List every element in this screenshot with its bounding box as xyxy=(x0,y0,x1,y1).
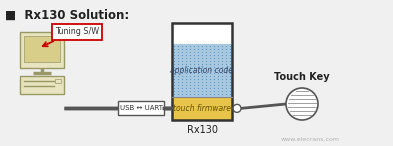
Text: Rx130: Rx130 xyxy=(187,125,217,135)
Text: ■  Rx130 Solution:: ■ Rx130 Solution: xyxy=(5,9,129,22)
Bar xyxy=(172,97,232,120)
Circle shape xyxy=(286,88,318,120)
Text: www.elecrans.com: www.elecrans.com xyxy=(281,137,340,142)
Text: USB ↔ UART: USB ↔ UART xyxy=(119,105,162,111)
Bar xyxy=(118,101,164,115)
Bar xyxy=(172,23,232,44)
Bar xyxy=(24,36,60,62)
Bar xyxy=(20,32,64,68)
Bar xyxy=(55,79,61,83)
Text: touch firmware: touch firmware xyxy=(173,104,231,113)
Bar xyxy=(172,44,232,97)
Bar xyxy=(52,24,102,40)
Text: Touch Key: Touch Key xyxy=(274,72,330,82)
Text: Tuning S/W: Tuning S/W xyxy=(55,27,99,36)
Text: application code: application code xyxy=(171,66,233,75)
Bar xyxy=(20,76,64,94)
Circle shape xyxy=(233,104,241,112)
Bar xyxy=(172,23,232,120)
